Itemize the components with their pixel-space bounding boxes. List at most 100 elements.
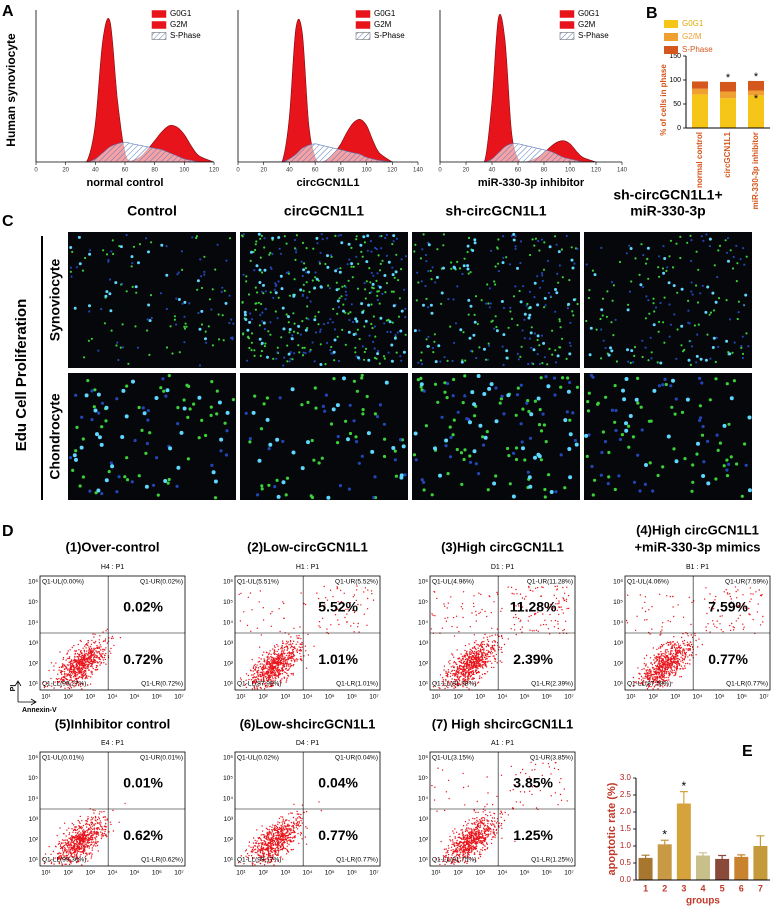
error-bar: [660, 839, 669, 849]
y-tick-label: 10³: [29, 640, 39, 647]
y-tick-label: 10⁵: [418, 775, 428, 782]
x-tick-label: 10⁶: [347, 870, 357, 877]
y-tick-label: 10⁵: [28, 775, 38, 782]
area: [65, 18, 214, 162]
x-tick-label: 60: [312, 168, 319, 174]
annotation: *: [662, 827, 667, 841]
y-tick-label: 10⁶: [418, 579, 428, 586]
x-tick-label: 10⁵: [325, 694, 335, 701]
plot-title: (1)Over-control: [66, 539, 160, 554]
y-tick-label: 10⁶: [223, 755, 233, 762]
y-tick-label: 2.5: [620, 790, 632, 799]
quadrant-label: Q1-UL(3.15%): [432, 755, 474, 762]
x-tick-label: 40: [286, 168, 293, 174]
x-tick-label: 10⁷: [759, 694, 769, 701]
y-tick-label: 10⁴: [418, 620, 428, 627]
legend-swatch: [559, 10, 575, 18]
plot-title: (2)Low-circGCN1L1: [247, 539, 368, 554]
x-tick-label: 120: [209, 168, 220, 174]
y-tick-label: 10²: [419, 660, 429, 667]
bar-segment: [748, 80, 764, 91]
x-tick-label: 10⁶: [347, 694, 357, 701]
y-tick-label: 10²: [614, 660, 624, 667]
y-tick-label: 10⁶: [418, 755, 428, 762]
quadrant-label: Q1-UL(0.01%): [42, 755, 84, 762]
x-axis-label: Annexin-V: [22, 707, 57, 714]
gate-label: B1 : P1: [686, 564, 709, 571]
micrograph: [68, 232, 236, 368]
x-tick-label: 10⁷: [174, 870, 184, 877]
panel-label: A: [2, 3, 14, 20]
x-tick-label: 10²: [63, 694, 73, 701]
legend-swatch: [151, 32, 167, 40]
legend-label: S-Phase: [170, 31, 201, 40]
legend-label: G0G1: [170, 9, 192, 18]
y-tick-label: 2.0: [620, 807, 632, 816]
x-tick-label: 10⁷: [369, 870, 379, 877]
gate-label: E4 : P1: [101, 740, 124, 747]
x-tick-label: 10¹: [431, 694, 441, 701]
x-tick-label: 4: [700, 883, 705, 893]
y-tick-label: 1.5: [620, 824, 632, 833]
quadrant-label: Q1-UR(0.01%): [140, 755, 183, 762]
x-tick-label: 10⁷: [564, 694, 574, 701]
column-header: circGCN1L1: [284, 203, 364, 219]
x-axis-label: groups: [686, 896, 720, 907]
y-tick-label: 10¹: [419, 681, 429, 688]
area: [263, 143, 393, 162]
y-tick-label: 10⁵: [223, 599, 233, 606]
quadrant-label: Q1-LL(91.75%): [432, 857, 476, 864]
x-tick-label: 10⁶: [542, 870, 552, 877]
y-axis-label: PI: [10, 685, 17, 692]
x-tick-label: 10⁵: [130, 694, 140, 701]
x-tick-label: 0: [438, 168, 442, 174]
bar: [696, 855, 710, 880]
x-tick-label: 10³: [86, 870, 96, 877]
percentage: 1.01%: [318, 651, 358, 667]
x-tick-label: 1: [643, 883, 648, 893]
quadrant-label: Q1-LR(0.77%): [726, 681, 768, 688]
x-tick-label: 10⁶: [152, 870, 162, 877]
percentage: 0.77%: [318, 827, 358, 843]
y-tick-label: 0: [677, 125, 681, 132]
percentage: 11.28%: [510, 599, 557, 615]
gate-label: H1 : P1: [296, 564, 319, 571]
panel-label: C: [2, 213, 14, 230]
quadrant-label: Q1-UL(5.51%): [237, 579, 279, 586]
x-tick-label: miR-330-3p inhibitor: [751, 132, 760, 209]
panel-label: E: [742, 743, 753, 760]
gate-label: A1 : P1: [491, 740, 514, 747]
bar-segment: [720, 81, 736, 92]
bar-segment: [720, 91, 736, 99]
percentage: 2.39%: [513, 651, 553, 667]
error-bar: [737, 854, 746, 860]
x-tick-label: 10³: [86, 694, 96, 701]
x-tick-label: circGCN1L1: [723, 131, 732, 177]
event-dots: [430, 585, 570, 690]
micrograph: [412, 232, 580, 368]
area: [466, 143, 596, 162]
y-tick-label: 50: [673, 101, 681, 108]
error-bar: [699, 852, 707, 859]
x-tick-label: 10²: [648, 694, 658, 701]
legend-label: G2M: [374, 20, 392, 29]
y-tick-label: 10⁴: [613, 620, 623, 627]
y-tick-label: 10⁴: [28, 620, 38, 627]
legend-swatch: [559, 21, 575, 29]
x-tick-label: 0: [236, 168, 240, 174]
x-tick-label: 0: [34, 168, 38, 174]
event-dots: [238, 585, 375, 690]
y-tick-label: 1.0: [620, 841, 632, 850]
y-tick-label: 10⁴: [223, 796, 233, 803]
quadrant-label: Q1-LL(87.96%): [237, 681, 281, 688]
quadrant-label: Q1-LR(0.62%): [141, 857, 183, 864]
x-tick-label: 10⁵: [715, 694, 725, 701]
bar: [657, 844, 672, 880]
x-tick-label: 20: [260, 168, 267, 174]
y-tick-label: 10²: [29, 660, 39, 667]
percentage: 0.02%: [123, 599, 163, 615]
x-tick-label: 10⁵: [325, 870, 335, 877]
legend-label: S-Phase: [374, 31, 405, 40]
quadrant-label: Q1-LR(0.72%): [141, 681, 183, 688]
